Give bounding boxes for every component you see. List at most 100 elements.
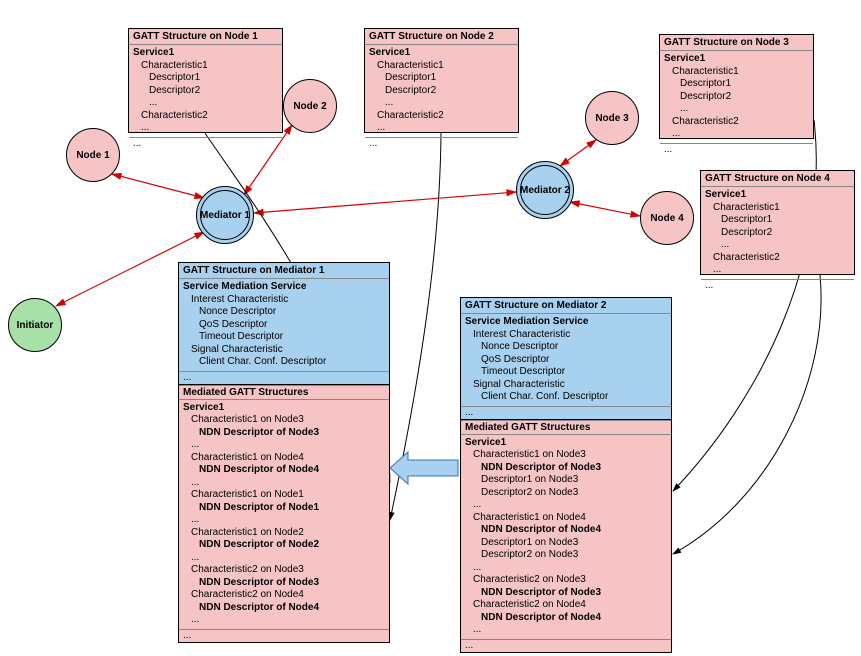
box-line: Service1 xyxy=(369,47,410,58)
box-body: Service1 Characteristic1Descriptor1Descri… xyxy=(365,45,518,137)
mediator-2-label: Mediator 2 xyxy=(520,185,570,196)
box-line: Characteristic2 xyxy=(664,116,809,129)
box-line: Nonce Descriptor xyxy=(465,341,667,354)
box-line: Timeout Descriptor xyxy=(183,331,385,344)
box-line: Signal Characteristic xyxy=(183,344,385,357)
box-body: Service1Characteristic1Descriptor1Descri… xyxy=(701,187,854,279)
edge-mediator1-mediator2 xyxy=(254,192,516,213)
box-line: Characteristic2 xyxy=(369,110,514,123)
box-line: Descriptor2 xyxy=(369,85,514,98)
box-line: ... xyxy=(465,562,667,575)
box-line: Characteristic1 on Node1 xyxy=(183,489,385,502)
box-line: ... xyxy=(183,439,385,452)
box-line: Descriptor1 xyxy=(664,78,809,91)
box-line: Service1 xyxy=(183,402,224,413)
box-foot: ... xyxy=(129,137,282,150)
gatt-box-mediator-1: GATT Structure on Mediator 1Service Medi… xyxy=(178,262,390,643)
box-line: Interest Characteristic xyxy=(183,294,385,307)
box-foot: ... xyxy=(179,371,389,384)
box-title: GATT Structure on Node 3 xyxy=(660,35,813,51)
mediated-title: Mediated GATT Structures xyxy=(179,385,389,400)
box-line: Characteristic2 xyxy=(133,110,278,123)
box-body: Service Mediation Service Interest Charac… xyxy=(179,279,389,371)
box-line: NDN Descriptor of Node3 xyxy=(183,577,385,590)
box-line: ... xyxy=(183,477,385,490)
box-line: Characteristic1 xyxy=(664,66,809,79)
box-line: ... xyxy=(465,499,667,512)
node-3: Node 3 xyxy=(585,91,639,145)
box-body: Service Mediation Service Interest Charac… xyxy=(461,314,671,406)
box-line: Signal Characteristic xyxy=(465,379,667,392)
box-line: Service1 xyxy=(664,53,705,64)
box-line: Descriptor1 xyxy=(369,72,514,85)
box-line: Descriptor2 xyxy=(664,91,809,104)
box-line: NDN Descriptor of Node2 xyxy=(183,539,385,552)
box-foot: ... xyxy=(461,639,671,652)
box-line: ... xyxy=(183,514,385,527)
box-line: ... xyxy=(183,552,385,565)
mediator-2: Mediator 2 xyxy=(516,161,574,219)
box-line: ... xyxy=(465,624,667,637)
box-line: Characteristic1 on Node2 xyxy=(183,527,385,540)
box-line: ... xyxy=(133,122,278,135)
box-line: Descriptor1 xyxy=(133,72,278,85)
box-line: ... xyxy=(705,264,850,277)
service-header: Service Mediation Service xyxy=(465,316,588,327)
mediated-structures-box: Mediated GATT Structures Service1 Characte… xyxy=(178,385,390,643)
box-title: GATT Structure on Mediator 1 xyxy=(179,263,389,279)
box-line: Characteristic2 xyxy=(705,252,850,265)
initiator-node: Initiator xyxy=(8,298,62,352)
box-line: NDN Descriptor of Node4 xyxy=(183,464,385,477)
box-line: Descriptor1 xyxy=(705,214,850,227)
box-line: NDN Descriptor of Node3 xyxy=(465,462,667,475)
node-4-label: Node 4 xyxy=(650,213,683,224)
box-line: Descriptor1 on Node3 xyxy=(465,474,667,487)
node-1: Node 1 xyxy=(66,128,120,182)
box-line: Client Char. Conf. Descriptor xyxy=(465,391,667,404)
edge-mediator1-node1 xyxy=(112,174,204,198)
box-line: Service1 xyxy=(705,189,746,200)
edge-mediator2-node4 xyxy=(570,202,640,216)
node-3-label: Node 3 xyxy=(595,113,628,124)
big-arrow-icon xyxy=(390,452,458,484)
node-1-label: Node 1 xyxy=(76,150,109,161)
box-line: Descriptor2 on Node3 xyxy=(465,487,667,500)
mediated-structures-box: Mediated GATT StructuresService1Characte… xyxy=(460,420,672,653)
box-line: Service1 xyxy=(133,47,174,58)
box-line: Characteristic1 xyxy=(369,60,514,73)
gatt-box-node-2: GATT Structure on Node 2Service1Characte… xyxy=(364,28,519,133)
box-line: ... xyxy=(369,122,514,135)
box-line: Interest Characteristic xyxy=(465,329,667,342)
gatt-box-node-1: GATT Structure on Node 1Service1Characte… xyxy=(128,28,283,133)
box-line: Characteristic1 on Node3 xyxy=(465,449,667,462)
box-line: Descriptor2 xyxy=(133,85,278,98)
curve-gatt_n4-m2box xyxy=(673,275,821,554)
box-line: Descriptor2 on Node3 xyxy=(465,549,667,562)
box-line: NDN Descriptor of Node1 xyxy=(183,502,385,515)
box-line: Characteristic1 on Node4 xyxy=(465,512,667,525)
box-line: Timeout Descriptor xyxy=(465,366,667,379)
box-line: NDN Descriptor of Node4 xyxy=(183,602,385,615)
initiator-label: Initiator xyxy=(17,320,54,331)
box-line: NDN Descriptor of Node4 xyxy=(465,612,667,625)
box-line: ... xyxy=(133,97,278,110)
box-line: Characteristic2 on Node4 xyxy=(183,589,385,602)
box-line: Descriptor2 xyxy=(705,227,850,240)
box-line: ... xyxy=(705,239,850,252)
node-4: Node 4 xyxy=(640,191,694,245)
edge-mediator2-node3 xyxy=(560,140,596,166)
box-line: ... xyxy=(183,614,385,627)
box-title: GATT Structure on Mediator 2 xyxy=(461,298,671,314)
node-2-label: Node 2 xyxy=(293,101,326,112)
mediated-title: Mediated GATT Structures xyxy=(461,420,671,435)
service-header: Service Mediation Service xyxy=(183,281,306,292)
box-line: NDN Descriptor of Node3 xyxy=(465,587,667,600)
mediator-1-label: Mediator 1 xyxy=(200,210,250,221)
box-line: Characteristic2 on Node4 xyxy=(465,599,667,612)
mediator-service-box: GATT Structure on Mediator 1Service Medi… xyxy=(178,262,390,385)
gatt-box-node-4: GATT Structure on Node 4 Service1 Characte… xyxy=(700,170,855,275)
box-title: GATT Structure on Node 4 xyxy=(701,171,854,187)
box-foot: ... xyxy=(660,143,813,156)
box-line: Characteristic2 on Node3 xyxy=(183,564,385,577)
box-line: ... xyxy=(664,103,809,116)
